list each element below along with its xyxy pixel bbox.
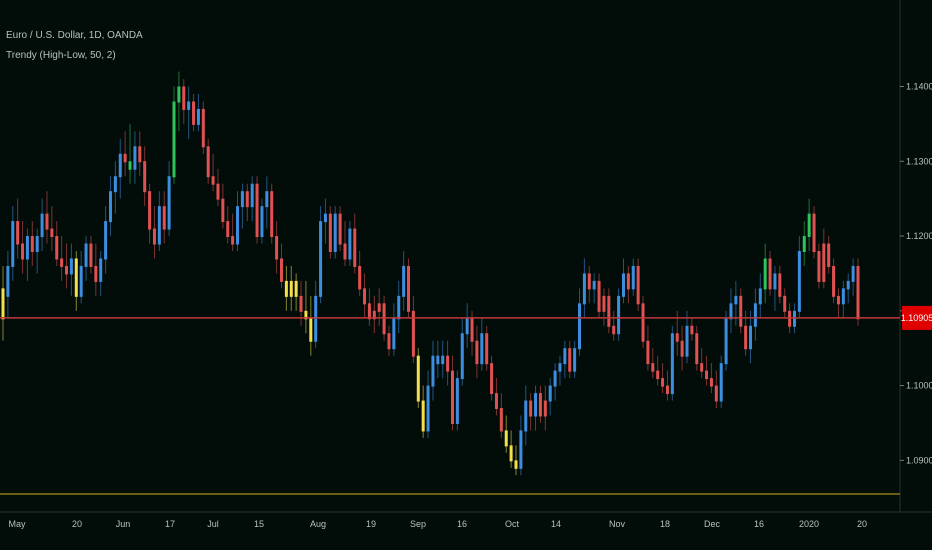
time-tick-label: Dec bbox=[704, 519, 721, 529]
symbol-title: Euro / U.S. Dollar, 1D, OANDA bbox=[6, 30, 143, 41]
time-tick-label: Aug bbox=[310, 519, 326, 529]
time-tick-label: 17 bbox=[165, 519, 175, 529]
time-tick-label: 15 bbox=[254, 519, 264, 529]
time-tick-label: Jul bbox=[207, 519, 219, 529]
price-tick-label: 1.12000 bbox=[906, 231, 932, 241]
price-tick-label: 1.13000 bbox=[906, 156, 932, 166]
time-tick-label: 14 bbox=[551, 519, 561, 529]
time-tick-label: 16 bbox=[457, 519, 467, 529]
price-tick-label: 1.14000 bbox=[906, 82, 932, 92]
time-tick-label: Sep bbox=[410, 519, 426, 529]
ohlc-series bbox=[1, 71, 860, 476]
time-tick-label: Oct bbox=[505, 519, 520, 529]
time-tick-label: 18 bbox=[660, 519, 670, 529]
time-tick-label: Jun bbox=[116, 519, 131, 529]
time-tick-label: Nov bbox=[609, 519, 626, 529]
current-price-label: 1.10905 bbox=[901, 313, 932, 323]
time-tick-label: 20 bbox=[72, 519, 82, 529]
current-price-tag bbox=[902, 305, 932, 330]
time-tick-label: 19 bbox=[366, 519, 376, 529]
time-tick-label: May bbox=[8, 519, 26, 529]
time-tick-label: 20 bbox=[857, 519, 867, 529]
price-tick-label: 1.10000 bbox=[906, 381, 932, 391]
indicator-legend: Trendy (High-Low, 50, 2) bbox=[6, 50, 116, 61]
time-axis: May 20 Jun 17 Jul 15 Aug 19 Sep 16 Oct 14 Nov 18 Dec 16… bbox=[8, 519, 867, 529]
time-tick-label: 16 bbox=[754, 519, 764, 529]
time-tick-label: 2020 bbox=[799, 519, 819, 529]
price-tick-label: 1.09000 bbox=[906, 455, 932, 465]
